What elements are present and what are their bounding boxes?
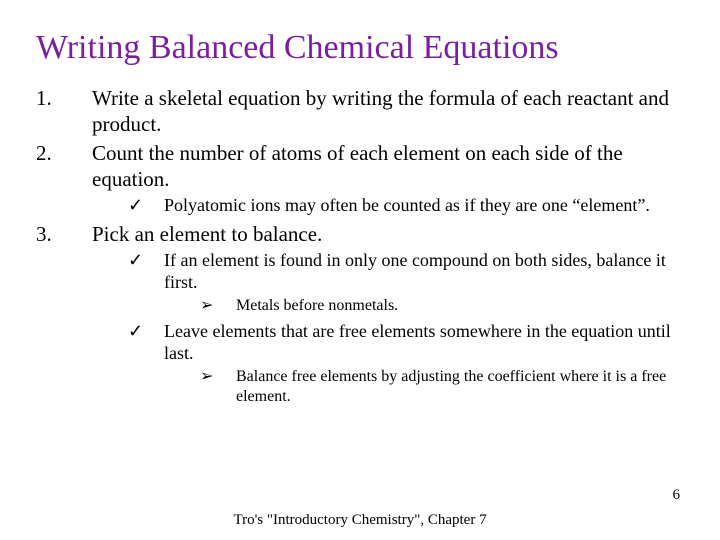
check-item: ✓ Polyatomic ions may often be counted a… (128, 194, 684, 217)
arrow-item-text: Balance free elements by adjusting the c… (236, 367, 684, 407)
list-item-3: 3. Pick an element to balance. ✓ If an e… (36, 221, 684, 411)
arrow-item: ➢ Metals before nonmetals. (200, 296, 684, 316)
arrow-item-text: Metals before nonmetals. (236, 296, 684, 316)
list-item-2: 2. Count the number of atoms of each ele… (36, 140, 684, 219)
list-item-1: 1. Write a skeletal equation by writing … (36, 85, 684, 138)
check-sublist: ✓ If an element is found in only one com… (92, 249, 684, 409)
check-item-text: Polyatomic ions may often be counted as … (164, 194, 684, 217)
arrow-icon: ➢ (200, 367, 236, 407)
arrow-sublist: ➢ Balance free elements by adjusting the… (164, 367, 684, 407)
arrow-icon: ➢ (200, 296, 236, 316)
numbered-list: 1. Write a skeletal equation by writing … (36, 85, 684, 411)
check-item: ✓ If an element is found in only one com… (128, 249, 684, 318)
check-item-text: Leave elements that are free elements so… (164, 320, 684, 409)
page-number: 6 (673, 487, 681, 504)
footer-citation: Tro's "Introductory Chemistry", Chapter … (230, 512, 490, 529)
list-item-text: Count the number of atoms of each elemen… (92, 140, 684, 219)
list-item-text: Write a skeletal equation by writing the… (92, 85, 684, 138)
arrow-sublist: ➢ Metals before nonmetals. (164, 296, 684, 316)
check-icon: ✓ (128, 194, 164, 217)
list-item-text: Pick an element to balance. ✓ If an elem… (92, 221, 684, 411)
check-item-text: If an element is found in only one compo… (164, 249, 684, 318)
slide-title: Writing Balanced Chemical Equations (36, 28, 684, 67)
list-item-text-inner: Pick an element to balance. (92, 222, 322, 246)
slide-container: Writing Balanced Chemical Equations 1. W… (0, 0, 720, 540)
check-icon: ✓ (128, 249, 164, 318)
list-item-number: 1. (36, 85, 92, 138)
check-icon: ✓ (128, 320, 164, 409)
check-sublist: ✓ Polyatomic ions may often be counted a… (92, 194, 684, 217)
arrow-item: ➢ Balance free elements by adjusting the… (200, 367, 684, 407)
check-item: ✓ Leave elements that are free elements … (128, 320, 684, 409)
list-item-number: 3. (36, 221, 92, 411)
check-item-text-inner: Leave elements that are free elements so… (164, 321, 671, 364)
list-item-number: 2. (36, 140, 92, 219)
list-item-text-inner: Count the number of atoms of each elemen… (92, 141, 623, 191)
check-item-text-inner: If an element is found in only one compo… (164, 250, 666, 293)
